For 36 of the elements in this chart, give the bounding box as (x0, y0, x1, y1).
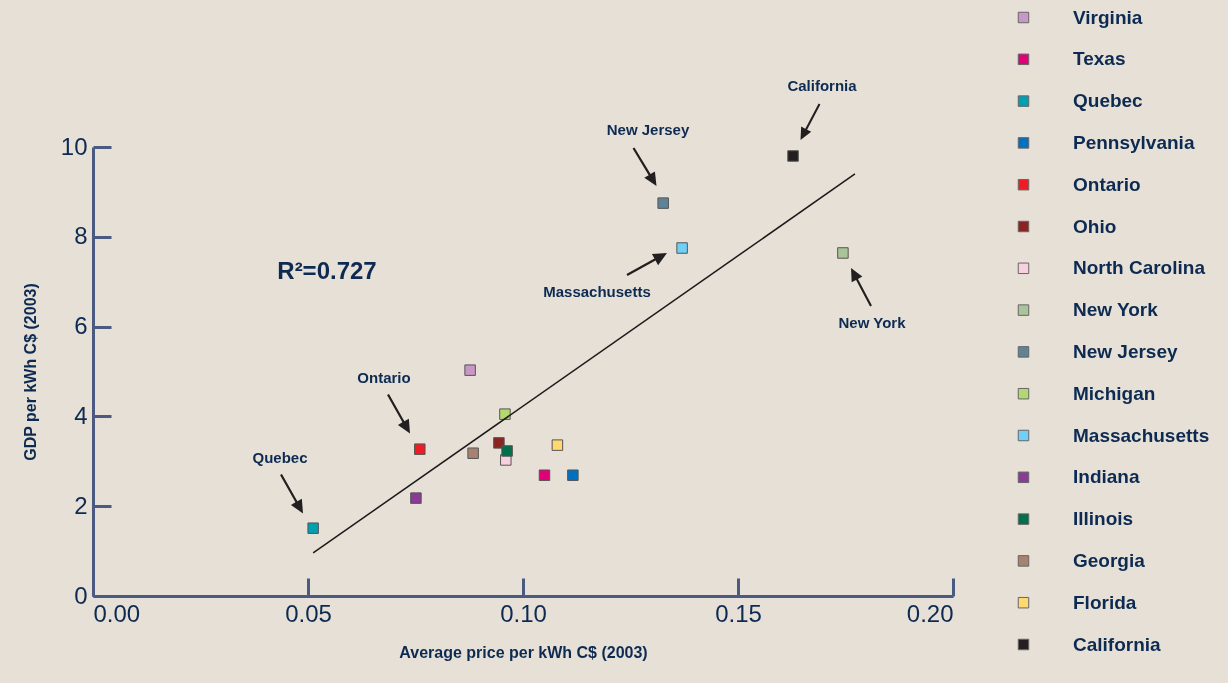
legend-label: Texas (1073, 48, 1126, 70)
x-tick-label: 0.10 (500, 599, 547, 627)
legend-label: Massachusetts (1073, 424, 1210, 446)
text: New Jersey (606, 121, 690, 138)
annotation: Massachusetts (543, 283, 651, 300)
annotation: R²=0.727 (277, 257, 377, 284)
y-tick-label: 8 (74, 222, 88, 250)
x-tick-label: 0.00 (93, 599, 141, 627)
legend-label: Ohio (1073, 215, 1117, 237)
legend-label: California (1073, 633, 1162, 655)
legend-label: Michigan (1073, 382, 1156, 404)
text: California (787, 77, 858, 94)
y-axis-title: GDP per kWh C$ (2003) (21, 283, 39, 461)
y-tick-label: 10 (60, 132, 88, 160)
annotation: Quebec (252, 449, 308, 466)
legend-label: Virginia (1073, 6, 1143, 28)
y-tick-label: 4 (74, 401, 88, 429)
annotation: Ontario (357, 369, 411, 386)
x-tick-label: 0.05 (285, 599, 332, 627)
legend-label: New Jersey (1073, 340, 1179, 362)
legend-label: Ontario (1073, 173, 1141, 195)
x-axis-title: Average price per kWh C$ (2003) (399, 643, 648, 661)
y-tick-label: 6 (74, 312, 88, 340)
y-tick-label: 2 (74, 491, 88, 519)
y-tick-label: 0 (74, 581, 88, 609)
annotation: New York (838, 314, 907, 331)
legend-label: Illinois (1073, 508, 1134, 530)
legend-label: Pennsylvania (1073, 131, 1195, 153)
legend-label: North Carolina (1073, 257, 1206, 279)
legend-label: Indiana (1073, 466, 1140, 488)
legend-label: New York (1073, 299, 1159, 321)
legend-label: Florida (1073, 591, 1137, 613)
legend-label: Georgia (1073, 549, 1146, 571)
legend-label: Quebec (1073, 90, 1144, 112)
x-tick-label: 0.20 (906, 599, 954, 627)
x-tick-label: 0.15 (715, 599, 762, 627)
